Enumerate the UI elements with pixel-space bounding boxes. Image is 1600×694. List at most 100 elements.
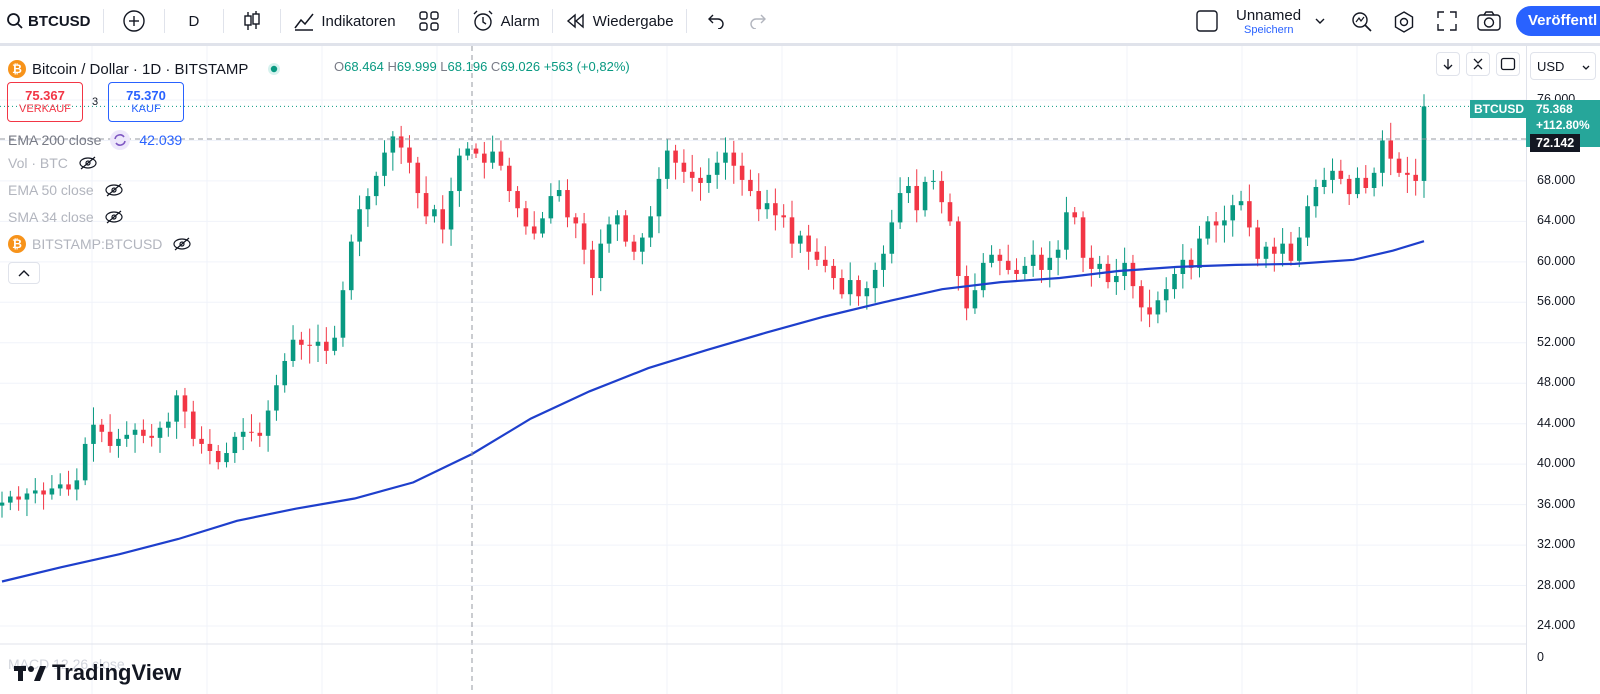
publish-button[interactable]: Veröffentl: [1516, 6, 1600, 36]
candle-body: [731, 152, 737, 166]
indicator-volume[interactable]: Vol · BTC: [8, 155, 98, 171]
eye-hidden-icon[interactable]: [104, 210, 124, 224]
fullscreen-button[interactable]: [1436, 10, 1458, 37]
indicator-label: SMA 34 close: [8, 209, 94, 225]
redo-button[interactable]: [739, 0, 779, 42]
candle-body: [41, 490, 46, 495]
chart-pane[interactable]: [0, 46, 1526, 694]
spread-value: 3: [92, 96, 99, 108]
candle-body: [440, 209, 446, 230]
toolbar-divider-line: [0, 43, 1600, 46]
indicator-bitstamp-btcusd[interactable]: ₿ BITSTAMP:BTCUSD: [8, 235, 192, 253]
candle-body: [74, 480, 80, 490]
candle-body: [748, 179, 753, 192]
indicator-ema200[interactable]: EMA 200 close 42.039: [8, 129, 182, 151]
candle-body: [149, 435, 154, 438]
candle-body: [1064, 212, 1069, 250]
interval-button[interactable]: D: [169, 0, 220, 42]
candle-body: [1188, 259, 1194, 268]
currency-select[interactable]: USD: [1530, 52, 1596, 80]
candle-body: [373, 175, 379, 197]
indicator-ema50[interactable]: EMA 50 close: [8, 182, 124, 198]
candle-body: [240, 431, 246, 437]
grid-icon: [418, 11, 439, 31]
currency-value: USD: [1537, 59, 1565, 74]
layout-menu-chevron[interactable]: [1314, 14, 1326, 32]
candle-body: [357, 209, 362, 242]
indicator-macd-label[interactable]: MACD 12 26 close: [8, 656, 125, 672]
replay-button[interactable]: Wiedergabe: [557, 0, 682, 42]
alert-label: Alarm: [500, 12, 540, 30]
candle-body: [1230, 205, 1236, 221]
tradingview-logo-icon: [14, 666, 46, 681]
candle-body: [290, 339, 296, 361]
templates-button[interactable]: [404, 0, 454, 42]
candle-body: [1055, 249, 1061, 258]
candle-body: [839, 278, 845, 295]
candle-body: [1089, 257, 1094, 269]
settings-button[interactable]: [1392, 10, 1416, 39]
eye-hidden-icon[interactable]: [172, 237, 192, 251]
layout-checkbox[interactable]: [1196, 0, 1218, 42]
candle-body: [872, 269, 878, 289]
main-series-legend[interactable]: ₿ Bitcoin / Dollar · 1D · BITSTAMP: [8, 56, 284, 82]
sell-price: 75.367: [25, 88, 65, 103]
indicators-button[interactable]: Indikatoren: [285, 0, 403, 42]
replay-label: Wiedergabe: [592, 12, 674, 30]
candle-body: [1280, 243, 1285, 254]
toolbar-divider: [551, 9, 553, 33]
redo-icon: [750, 14, 766, 29]
price-axis-tick: 28.000: [1537, 577, 1576, 592]
candle-body: [207, 443, 213, 452]
tradingview-logo[interactable]: TradingView: [14, 660, 181, 686]
buy-button[interactable]: 75.370 KAUF: [108, 82, 184, 122]
alert-button[interactable]: Alarm: [463, 0, 548, 42]
candle-body: [1072, 212, 1078, 218]
layout-save-link[interactable]: Speichern: [1244, 24, 1294, 36]
candle-body: [257, 432, 263, 436]
eye-hidden-icon[interactable]: [104, 183, 124, 197]
compare-symbol-button[interactable]: [108, 0, 160, 42]
toolbar-divider: [223, 9, 225, 33]
move-pane-down-button[interactable]: [1436, 52, 1460, 76]
eye-hidden-icon[interactable]: [78, 156, 98, 170]
maximize-pane-button[interactable]: [1496, 52, 1520, 76]
collapse-legend-button[interactable]: [8, 262, 40, 284]
candle-body: [66, 484, 71, 490]
gear-icon: [1394, 11, 1414, 33]
candle-body: [540, 218, 545, 234]
candle-body: [1388, 140, 1394, 159]
alarm-clock-icon: [473, 10, 493, 31]
candle-body: [1247, 201, 1252, 228]
search-icon: [7, 13, 23, 29]
layout-name[interactable]: Unnamed: [1236, 7, 1302, 24]
candle-body: [365, 196, 371, 210]
candle-body: [1155, 300, 1161, 315]
candle-body: [739, 165, 745, 180]
candle-body: [1380, 140, 1385, 173]
snapshot-button[interactable]: [1476, 10, 1502, 37]
last-price-label: BTCUSD 75.368: [1470, 100, 1600, 118]
low-key: L: [440, 59, 448, 74]
candle-body: [107, 431, 113, 446]
quick-search-button[interactable]: [1350, 10, 1374, 39]
toolbar-divider: [163, 9, 165, 33]
candle-body: [1130, 262, 1136, 287]
candle-body: [1396, 158, 1402, 173]
sell-button[interactable]: 75.367 VERKAUF: [7, 82, 83, 122]
candle-body: [631, 241, 637, 252]
indicator-label: EMA 50 close: [8, 182, 94, 198]
symbol-search-button[interactable]: BTCUSD: [0, 0, 99, 42]
candle-body: [681, 162, 687, 172]
undo-button[interactable]: [691, 0, 739, 42]
candle-body: [548, 196, 554, 219]
candle-body: [132, 429, 138, 435]
chart-type-button[interactable]: [228, 0, 276, 42]
candle-body: [831, 265, 836, 279]
chevron-down-icon: [1315, 18, 1325, 24]
indicator-sma34[interactable]: SMA 34 close: [8, 209, 124, 225]
collapse-pane-button[interactable]: [1466, 52, 1490, 76]
candle-body: [224, 453, 229, 463]
candle-body: [756, 191, 762, 210]
